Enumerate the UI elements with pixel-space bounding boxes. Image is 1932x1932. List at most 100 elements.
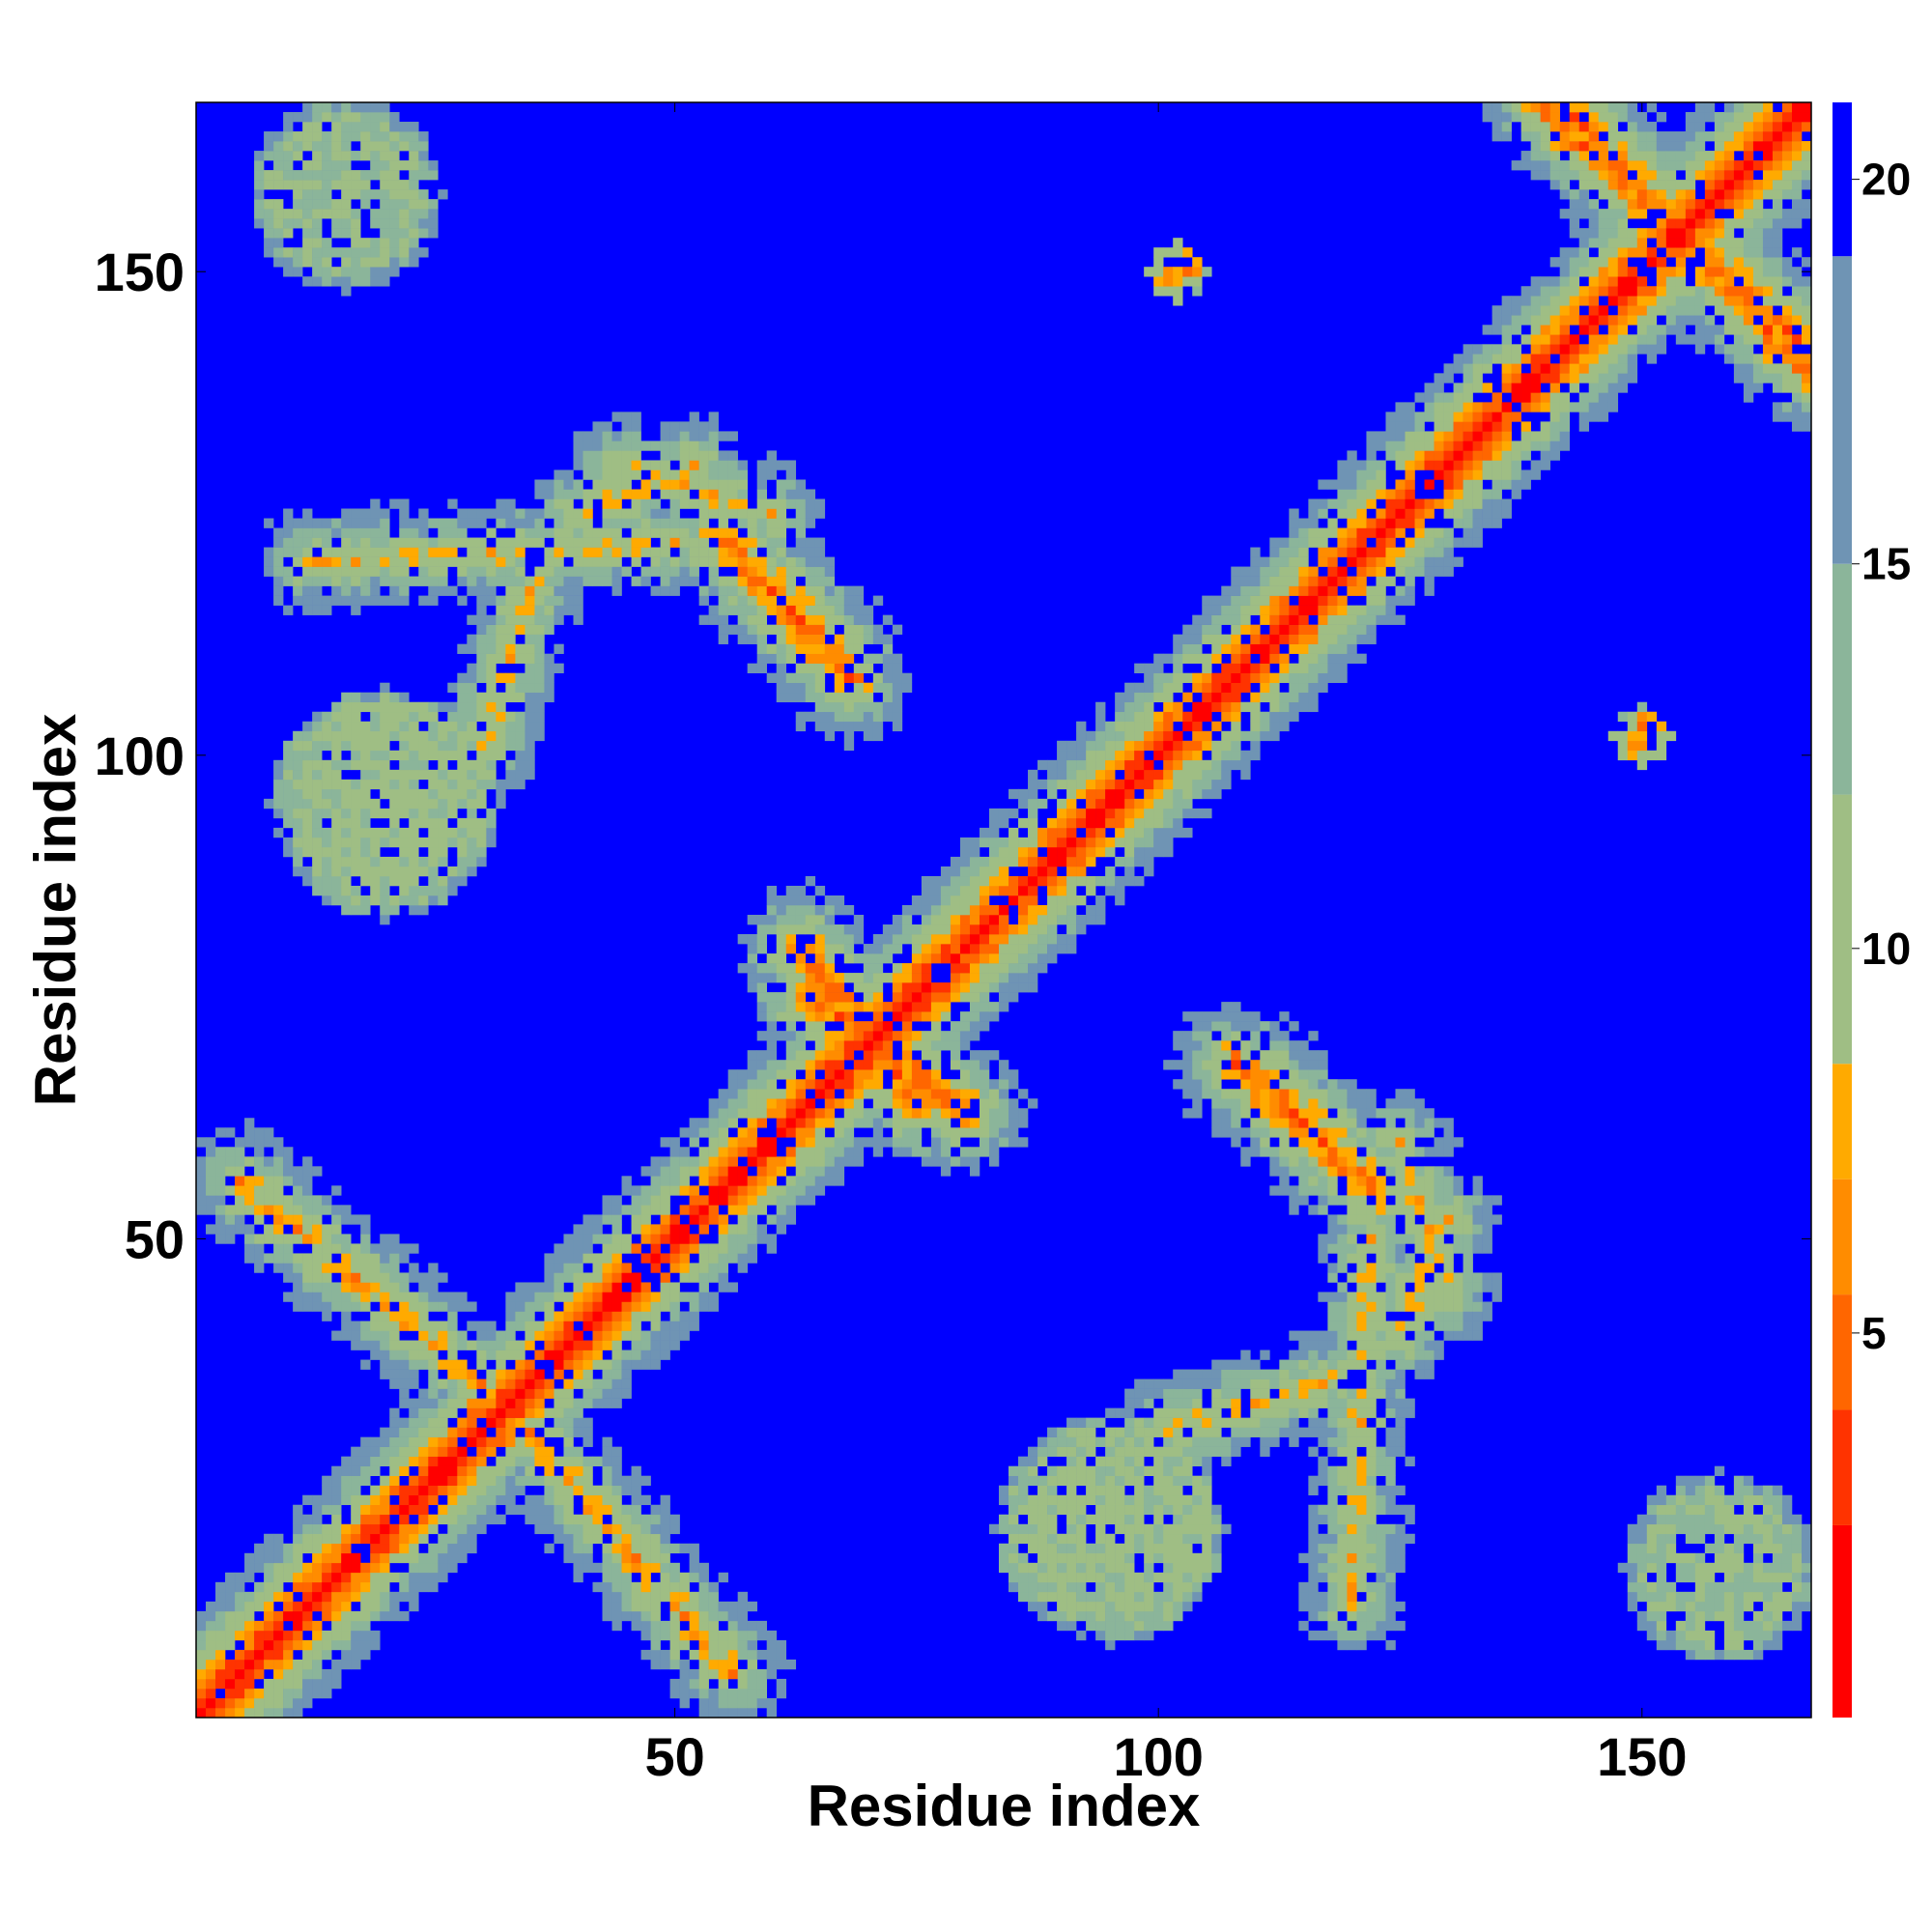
heatmap-cell (843, 1079, 855, 1090)
heatmap-cell (602, 1253, 612, 1264)
heatmap-cell (872, 1040, 884, 1051)
heatmap-cell (776, 944, 787, 954)
heatmap-cell (418, 1523, 429, 1535)
heatmap-cell (892, 1147, 903, 1157)
heatmap-cell (360, 276, 371, 287)
heatmap-cell (467, 537, 477, 548)
heatmap-cell (1018, 1552, 1029, 1564)
heatmap-cell (476, 1398, 487, 1408)
heatmap-cell (370, 189, 381, 200)
heatmap-cell (679, 1234, 690, 1244)
heatmap-cell (554, 1359, 564, 1370)
heatmap-cell (930, 1118, 942, 1128)
heatmap-cell (834, 1050, 845, 1061)
heatmap-cell (457, 1359, 468, 1370)
heatmap-cell (428, 1446, 439, 1457)
heatmap-cell (399, 759, 410, 771)
heatmap-cell (1057, 934, 1067, 945)
heatmap-cell (1066, 1572, 1077, 1583)
heatmap-cell (611, 585, 622, 596)
heatmap-cell (1066, 1533, 1077, 1545)
heatmap-cell (322, 1504, 332, 1516)
heatmap-cell (1173, 1407, 1183, 1418)
heatmap-cell (322, 866, 332, 877)
heatmap-cell (302, 566, 313, 577)
heatmap-cell (505, 692, 516, 703)
heatmap-cell (1066, 1523, 1077, 1535)
heatmap-cell (824, 643, 836, 654)
heatmap-cell (853, 1021, 865, 1032)
heatmap-cell (505, 1301, 516, 1312)
heatmap-cell (254, 1639, 265, 1651)
heatmap-cell (505, 1446, 516, 1457)
heatmap-cell (1192, 1562, 1203, 1574)
heatmap-cell (795, 1060, 807, 1070)
heatmap-cell (467, 556, 477, 567)
heatmap-cell (254, 1707, 265, 1719)
heatmap-cell (341, 837, 352, 848)
heatmap-cell (254, 1688, 265, 1699)
heatmap-cell (901, 1127, 913, 1138)
heatmap-cell (1192, 1069, 1203, 1080)
heatmap-cell (389, 1359, 400, 1370)
heatmap-cell (244, 1572, 255, 1583)
heatmap-cell (1115, 1494, 1125, 1506)
heatmap-cell (331, 1514, 342, 1525)
heatmap-cell (1134, 1572, 1145, 1583)
heatmap-cell (554, 1243, 564, 1254)
heatmap-cell (1047, 924, 1058, 935)
heatmap-cell (621, 1543, 632, 1554)
heatmap-cell (1057, 1562, 1067, 1574)
heatmap-cell (940, 1147, 952, 1157)
heatmap-cell (293, 209, 303, 219)
heatmap-cell (254, 1147, 265, 1157)
heatmap-cell (1134, 1388, 1145, 1399)
heatmap-cell (505, 1311, 516, 1321)
heatmap-cell (264, 1552, 274, 1564)
heatmap-cell (998, 992, 1009, 1003)
heatmap-cell (206, 1156, 216, 1167)
heatmap-cell (380, 1562, 390, 1574)
heatmap-cell (582, 1504, 593, 1516)
heatmap-cell (1134, 846, 1145, 858)
heatmap-cell (1211, 1514, 1222, 1525)
heatmap-cell (293, 1214, 303, 1225)
heatmap-cell (380, 160, 390, 171)
heatmap-cell (1192, 788, 1203, 800)
heatmap-cell (756, 1668, 767, 1680)
heatmap-cell (534, 663, 545, 673)
heatmap-cell (737, 1668, 748, 1680)
heatmap-cell (1076, 817, 1087, 829)
heatmap-cell (476, 653, 487, 664)
heatmap-cell (602, 1601, 612, 1612)
heatmap-cell (901, 904, 913, 916)
heatmap-cell (814, 721, 826, 732)
heatmap-cell (602, 1610, 612, 1622)
heatmap-cell (534, 692, 545, 703)
heatmap-cell (380, 827, 390, 838)
heatmap-cell (457, 721, 468, 732)
heatmap-cell (409, 1446, 419, 1457)
heatmap-cell (882, 934, 894, 945)
heatmap-cell (554, 643, 564, 654)
heatmap-cell (409, 141, 419, 152)
heatmap-cell (727, 1147, 738, 1157)
heatmap-cell (283, 740, 294, 752)
heatmap-cell (341, 846, 352, 858)
heatmap-cell (293, 1639, 303, 1651)
heatmap-cell (1163, 1485, 1174, 1496)
heatmap-cell (525, 1514, 535, 1525)
heatmap-cell (534, 614, 545, 625)
heatmap-cell (843, 944, 855, 954)
heatmap-cell (293, 1205, 303, 1215)
heatmap-cell (370, 276, 381, 287)
heatmap-cell (341, 1311, 352, 1321)
heatmap-cell (331, 1533, 342, 1545)
heatmap-cell (930, 1050, 942, 1061)
heatmap-cell (708, 1292, 719, 1302)
heatmap-cell (322, 1485, 332, 1496)
heatmap-cell (834, 595, 845, 606)
heatmap-cell (1173, 701, 1183, 713)
heatmap-cell (399, 1504, 410, 1516)
heatmap-cell (1037, 1610, 1048, 1622)
